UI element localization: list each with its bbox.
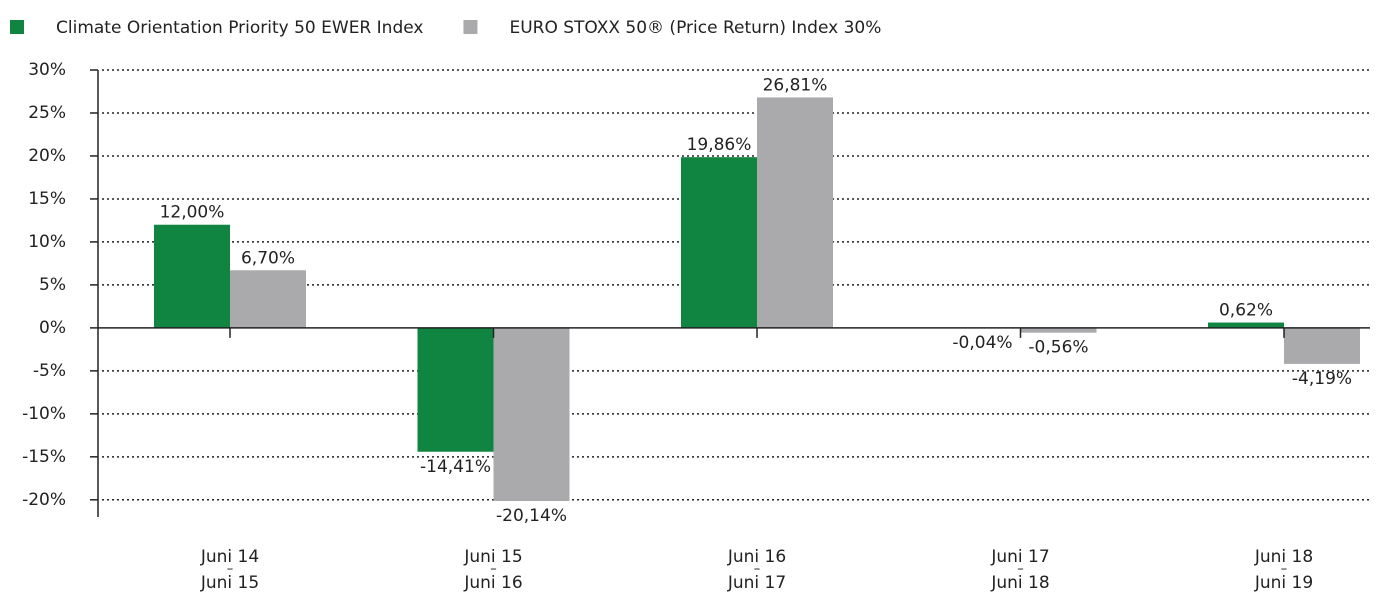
- bar: [757, 97, 833, 328]
- bar: [417, 327, 494, 452]
- y-tick-label: 25%: [28, 103, 66, 123]
- bar: [493, 327, 570, 502]
- y-tick-label: 30%: [28, 60, 66, 80]
- y-tick-label: 10%: [28, 232, 66, 252]
- x-tick-label: –: [490, 562, 497, 577]
- y-tick-label: -20%: [22, 490, 66, 510]
- bar: [154, 224, 230, 328]
- x-tick-label: Juni 17: [990, 547, 1049, 567]
- legend-label: Climate Orientation Priority 50 EWER Ind…: [56, 18, 423, 38]
- x-tick-label: Juni 19: [1254, 573, 1313, 593]
- x-tick-label: Juni 18: [990, 573, 1049, 593]
- y-tick-label: -5%: [33, 361, 66, 381]
- value-label: -14,41%: [420, 457, 491, 477]
- value-label: 12,00%: [160, 203, 225, 223]
- legend-label: EURO STOXX 50® (Price Return) Index 30%: [509, 18, 881, 38]
- y-tick-label: 5%: [39, 275, 66, 295]
- bar: [1020, 327, 1097, 333]
- x-tick-label: Juni 16: [727, 547, 786, 567]
- bar: [230, 270, 306, 328]
- value-label: 0,62%: [1219, 301, 1273, 321]
- y-tick-label: 0%: [39, 318, 66, 338]
- bar: [1284, 327, 1360, 364]
- value-label: 6,70%: [241, 248, 295, 268]
- y-tick-label: -10%: [22, 404, 66, 424]
- value-label: -20,14%: [496, 506, 567, 526]
- x-tick-label: –: [1017, 562, 1024, 577]
- value-label: 19,86%: [687, 135, 752, 155]
- bar: [1208, 322, 1284, 328]
- x-tick-label: Juni 14: [200, 547, 259, 567]
- x-tick-label: Juni 15: [463, 547, 522, 567]
- value-label: -4,19%: [1292, 369, 1352, 389]
- x-tick-label: Juni 16: [463, 573, 522, 593]
- x-tick-label: Juni 18: [1254, 547, 1313, 567]
- value-label: -0,56%: [1028, 338, 1088, 358]
- bar: [681, 157, 757, 328]
- value-label: -0,04%: [952, 333, 1012, 353]
- x-tick-label: Juni 17: [727, 573, 786, 593]
- x-tick-label: Juni 15: [200, 573, 259, 593]
- y-tick-label: 15%: [28, 189, 66, 209]
- x-tick-label: –: [754, 562, 761, 577]
- x-tick-label: –: [1281, 562, 1288, 577]
- y-tick-label: -15%: [22, 447, 66, 467]
- y-tick-label: 20%: [28, 146, 66, 166]
- legend-swatch: [10, 20, 24, 34]
- value-label: 26,81%: [763, 75, 828, 95]
- legend-swatch: [463, 20, 478, 34]
- x-tick-label: –: [227, 562, 234, 577]
